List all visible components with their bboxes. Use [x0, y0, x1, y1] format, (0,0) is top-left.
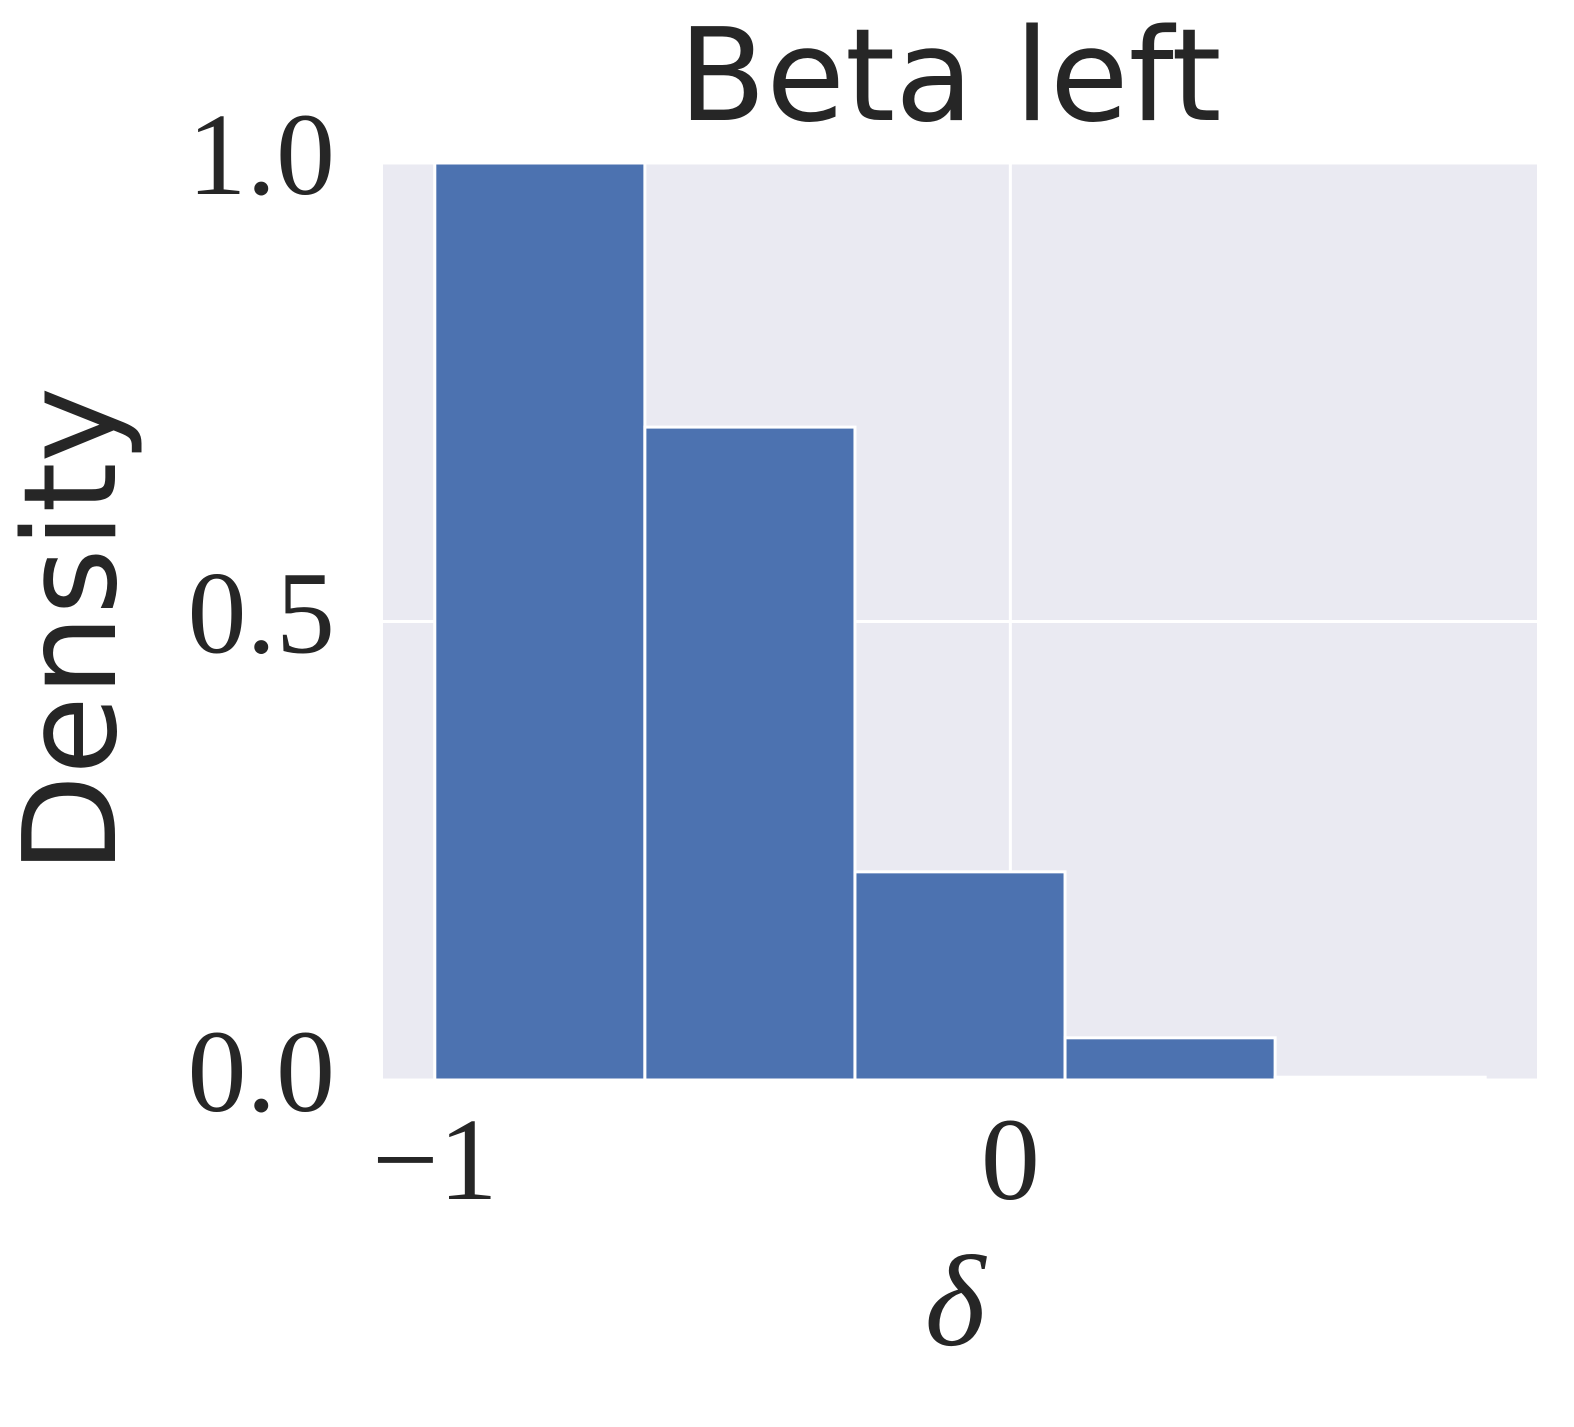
y-tick-label: 0.5	[188, 548, 336, 679]
bar	[1063, 1036, 1277, 1082]
y-tick-label: 1.0	[188, 89, 336, 220]
y-axis-label: Density	[0, 387, 146, 874]
bar	[643, 425, 857, 1082]
x-tick-label: 0	[981, 1094, 1040, 1225]
bar	[853, 870, 1067, 1082]
x-axis-label: δ	[925, 1230, 988, 1374]
y-tick-label: 0.0	[188, 1006, 336, 1137]
bar	[1273, 1075, 1487, 1082]
x-tick-label: −1	[372, 1094, 498, 1225]
chart-title: Beta left	[678, 2, 1221, 151]
bar	[433, 161, 647, 1082]
